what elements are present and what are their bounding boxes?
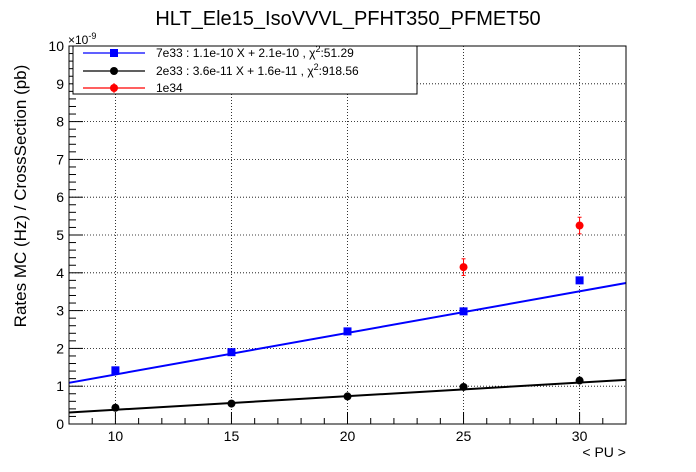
data-point-7e33 (575, 276, 584, 285)
legend-text-7e33: 7e33 : 1.1e-10 X + 2.1e-10 , χ2:51.29 (156, 44, 354, 60)
axes: 10 15 20 25 30 0 1 2 3 4 5 6 7 8 9 10 (48, 38, 627, 444)
x-tick-label: 20 (340, 428, 356, 444)
data-point-2e33 (459, 382, 468, 391)
y-tick-label: 0 (56, 416, 64, 432)
data-point-2e33 (227, 399, 236, 408)
data-point-7e33 (459, 307, 468, 316)
legend-entry-2e33: 2e33 : 3.6e-11 X + 1.6e-11 , χ2:918.56 (83, 62, 359, 78)
chart-title: HLT_Ele15_IsoVVVL_PFHT350_PFMET50 (155, 8, 540, 30)
legend-marker-2e33 (110, 67, 118, 75)
x-tick-label: 25 (456, 428, 472, 444)
legend-entry-7e33: 7e33 : 1.1e-10 X + 2.1e-10 , χ2:51.29 (83, 44, 354, 60)
y-tick-label: 7 (56, 151, 64, 167)
legend-label-7e33: 7e33 : 1.1e-10 X + 2.1e-10 , (156, 46, 309, 60)
grid-lines (69, 46, 626, 424)
legend-chi-value-2e33: :918.56 (319, 64, 359, 78)
y-tick-label: 4 (56, 265, 64, 281)
data-point-2e33 (575, 376, 584, 385)
y-tick-label: 8 (56, 114, 64, 130)
data-points (111, 216, 584, 412)
y-tick-label: 3 (56, 303, 64, 319)
y-axis-label: Rates MC (Hz) / CrossSection (pb) (11, 65, 30, 328)
legend-box (72, 45, 418, 95)
legend-chi-7e33: χ (309, 46, 316, 60)
legend-marker-7e33 (110, 49, 118, 57)
legend-chi-power-7e33: 2 (315, 44, 320, 54)
legend-chi-power-2e33: 2 (314, 62, 319, 72)
y-tick-label: 9 (56, 76, 64, 92)
data-point-2e33 (343, 392, 352, 401)
y-tick-label: 1 (56, 378, 64, 394)
data-point-1e34 (575, 221, 584, 230)
x-tick-label: 30 (572, 428, 588, 444)
y-tick-label: 5 (56, 227, 64, 243)
y-tick-label: 6 (56, 189, 64, 205)
y-exponent-base: ×10 (68, 33, 89, 47)
x-tick-label: 15 (224, 428, 240, 444)
x-axis-label: < PU > (582, 444, 626, 460)
legend-chi-value-7e33: :51.29 (320, 46, 354, 60)
x-tick-label: 10 (108, 428, 124, 444)
data-point-7e33 (343, 327, 352, 336)
legend-chi-2e33: χ (307, 64, 314, 78)
y-tick-label: 10 (48, 38, 64, 54)
legend-text-2e33: 2e33 : 3.6e-11 X + 1.6e-11 , χ2:918.56 (156, 62, 359, 78)
data-point-7e33 (111, 366, 120, 375)
legend-marker-1e34 (110, 84, 118, 92)
data-point-7e33 (227, 348, 236, 357)
legend-label-2e33: 2e33 : 3.6e-11 X + 1.6e-11 , (156, 64, 307, 78)
y-exponent-label: ×10-9 (68, 31, 96, 47)
legend: 7e33 : 1.1e-10 X + 2.1e-10 , χ2:51.29 2e… (72, 44, 418, 95)
data-point-2e33 (111, 403, 120, 412)
y-tick-label: 2 (56, 340, 64, 356)
legend-entry-1e34: 1e34 (83, 81, 183, 95)
y-exponent-power: -9 (88, 31, 96, 41)
data-point-1e34 (459, 263, 468, 272)
legend-text-1e34: 1e34 (156, 81, 183, 95)
